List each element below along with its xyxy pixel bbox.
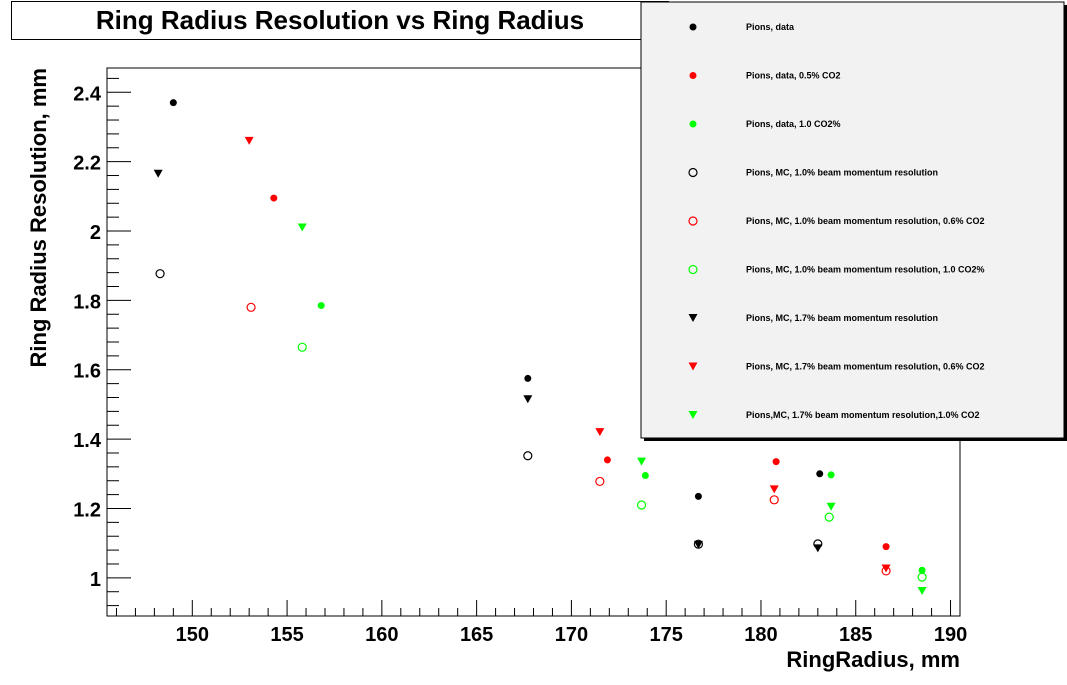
legend-entry: Pions, MC, 1.0% beam momentum resolution… (746, 265, 985, 275)
data-point (917, 572, 927, 582)
data-point (693, 540, 703, 549)
data-point (769, 495, 779, 505)
y-tick-label: 1.8 (73, 291, 101, 313)
y-tick-label: 2 (90, 222, 101, 244)
legend-marker (688, 411, 698, 419)
x-tick-label: 170 (555, 624, 588, 646)
x-tick-label: 175 (650, 624, 683, 646)
legend-entry: Pions, data (746, 22, 795, 32)
data-point (246, 302, 256, 312)
legend-marker (688, 216, 698, 226)
data-point (603, 456, 611, 464)
series-5 (297, 342, 927, 582)
series-1 (270, 194, 890, 551)
legend-marker (688, 264, 698, 275)
series-6 (153, 169, 823, 553)
y-tick-label: 1.2 (73, 499, 101, 521)
data-point (297, 223, 307, 232)
legend-marker (688, 167, 698, 178)
x-tick-label: 180 (744, 624, 777, 646)
data-point (694, 492, 702, 500)
x-tick-label: 165 (460, 624, 493, 646)
data-point (595, 428, 605, 437)
x-tick-label: 185 (839, 624, 872, 646)
legend-entry: Pions, data, 1.0 CO2% (746, 119, 841, 129)
legend-entry: Pions, data, 0.5% CO2 (746, 71, 841, 81)
axes: 150 155 160 165 170 175 180 185 190 1 1.2 1.4 1.6 1.8… (73, 67, 967, 646)
legend-marker (688, 314, 698, 322)
data-point (523, 395, 533, 404)
legend-marker (688, 362, 698, 371)
data-point (826, 502, 836, 511)
legend-entry: Pions, MC, 1.0% beam momentum resolution (746, 168, 938, 178)
series-7 (244, 136, 891, 573)
y-tick-label: 2.2 (73, 153, 101, 175)
chart-title: Ring Radius Resolution vs Ring Radius (95, 5, 585, 35)
data-point (881, 564, 891, 573)
data-point (816, 470, 824, 478)
legend-entry: Pions, MC, 1.0% beam momentum resolution… (746, 216, 985, 226)
data-point (270, 194, 278, 202)
y-tick-label: 1.6 (73, 361, 101, 383)
series-8 (297, 223, 927, 596)
x-tick-label: 150 (176, 624, 209, 646)
x-tick-label: 160 (365, 624, 398, 646)
data-point (317, 302, 325, 310)
data-point (169, 99, 177, 107)
legend-marker (689, 72, 697, 79)
data-point (637, 457, 647, 466)
series-0 (169, 99, 824, 500)
legend-entry: Pions, MC, 1.7% beam momentum resolution (746, 313, 938, 323)
chart-title-box: Ring Radius Resolution vs Ring Radius (11, 1, 669, 40)
data-point (917, 587, 927, 596)
data-point (244, 136, 254, 145)
legend-box (640, 1, 1065, 439)
data-point (918, 566, 926, 574)
x-axis-label: RingRadius, mm (786, 647, 960, 672)
data-point (813, 544, 823, 553)
legend-entry: Pions, MC, 1.7% beam momentum resolution… (746, 362, 985, 372)
y-axis-label: Ring Radius Resolution, mm (26, 68, 51, 367)
x-tick-label: 155 (270, 624, 303, 646)
legend-marker (689, 23, 697, 31)
data-point (827, 471, 835, 479)
data-point (524, 374, 532, 382)
legend-marker (689, 120, 697, 128)
data-point (153, 169, 163, 178)
data-point (772, 458, 780, 466)
data-point (297, 342, 307, 352)
data-point (824, 512, 834, 522)
data-point (523, 451, 533, 461)
data-point (155, 269, 165, 279)
y-tick-label: 1.4 (73, 430, 102, 452)
y-tick-label: 1 (90, 569, 101, 591)
legend: Pions, data Pions, data, 0.5% CO2 Pions, d… (640, 1, 1067, 441)
data-points (153, 99, 927, 596)
data-point (641, 472, 649, 480)
y-tick-label: 2.4 (73, 83, 102, 105)
data-point (769, 485, 779, 494)
legend-entry: Pions,MC, 1.7% beam momentum resolution,… (746, 410, 980, 420)
x-tick-label: 190 (934, 624, 967, 646)
data-point (595, 476, 605, 487)
series-2 (317, 302, 926, 574)
data-point (636, 500, 647, 510)
data-point (882, 543, 890, 551)
